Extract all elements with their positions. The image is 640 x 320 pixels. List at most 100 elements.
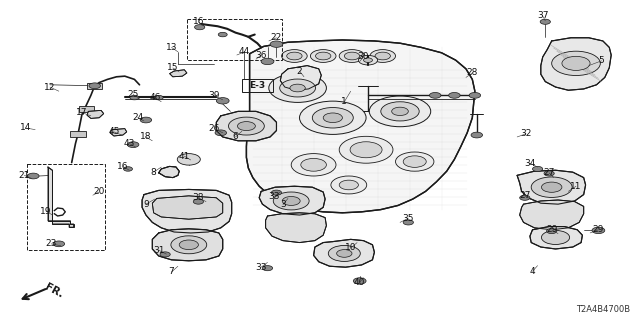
Text: 4: 4 (530, 267, 535, 276)
Polygon shape (520, 200, 584, 230)
Circle shape (195, 25, 205, 30)
Circle shape (160, 252, 170, 257)
Circle shape (532, 166, 543, 172)
Circle shape (471, 132, 483, 138)
Polygon shape (266, 213, 326, 243)
Circle shape (339, 50, 365, 62)
Circle shape (282, 196, 300, 205)
Circle shape (140, 117, 152, 123)
Text: 30: 30 (358, 52, 369, 61)
Circle shape (541, 182, 562, 192)
Text: 12: 12 (44, 83, 56, 92)
Text: FR.: FR. (44, 282, 65, 300)
Circle shape (177, 154, 200, 165)
Circle shape (403, 156, 426, 167)
Text: 31: 31 (153, 246, 164, 255)
Text: 13: 13 (166, 43, 177, 52)
Polygon shape (216, 111, 276, 141)
Polygon shape (259, 186, 325, 215)
Polygon shape (87, 110, 104, 118)
Polygon shape (48, 167, 74, 227)
Text: 32: 32 (520, 129, 532, 138)
Text: 43: 43 (124, 139, 135, 148)
Circle shape (216, 98, 229, 104)
Circle shape (449, 92, 460, 98)
Circle shape (312, 108, 353, 128)
Circle shape (215, 130, 227, 136)
Circle shape (392, 107, 408, 116)
Text: 21: 21 (19, 171, 30, 180)
Text: 40: 40 (354, 278, 365, 287)
Circle shape (179, 240, 198, 250)
Polygon shape (314, 239, 374, 267)
Circle shape (273, 192, 309, 210)
Text: 29: 29 (593, 225, 604, 234)
Text: 24: 24 (132, 113, 143, 122)
Circle shape (130, 95, 139, 100)
Text: 17: 17 (76, 108, 88, 117)
Text: 27: 27 (519, 191, 531, 200)
Text: 2: 2 (297, 67, 302, 76)
Circle shape (271, 190, 282, 195)
Text: 37: 37 (537, 12, 548, 20)
Circle shape (124, 167, 132, 171)
Circle shape (331, 176, 367, 194)
Circle shape (218, 32, 227, 37)
Bar (70, 131, 86, 137)
Bar (187, 19, 282, 60)
Circle shape (344, 52, 360, 60)
Bar (79, 106, 94, 112)
Circle shape (541, 230, 570, 244)
Polygon shape (152, 196, 223, 219)
Text: 9: 9 (143, 200, 148, 209)
Circle shape (28, 173, 39, 179)
Polygon shape (159, 166, 179, 178)
Circle shape (89, 83, 100, 89)
Text: 41: 41 (179, 152, 190, 161)
Polygon shape (142, 189, 232, 233)
Circle shape (540, 19, 550, 24)
Text: 34: 34 (524, 159, 536, 168)
Circle shape (53, 241, 65, 247)
Text: 44: 44 (239, 47, 250, 56)
Text: E-3: E-3 (249, 81, 266, 90)
Circle shape (403, 220, 413, 225)
Polygon shape (246, 40, 475, 213)
Circle shape (369, 96, 431, 127)
Circle shape (237, 122, 255, 131)
Circle shape (127, 142, 139, 148)
Circle shape (350, 142, 382, 158)
Text: 33: 33 (268, 192, 280, 201)
Circle shape (375, 52, 390, 60)
Circle shape (280, 79, 316, 97)
Circle shape (300, 101, 366, 134)
Circle shape (261, 58, 274, 65)
Circle shape (547, 228, 557, 234)
Text: 11: 11 (570, 182, 582, 191)
Circle shape (339, 180, 358, 190)
Text: 19: 19 (40, 207, 52, 216)
Circle shape (381, 102, 419, 121)
Circle shape (171, 236, 207, 254)
Text: 6: 6 (233, 132, 238, 141)
Bar (27, 164, 105, 250)
Circle shape (154, 95, 163, 100)
Text: 16: 16 (117, 162, 129, 171)
Circle shape (531, 177, 572, 197)
Text: 27: 27 (543, 168, 555, 177)
Circle shape (592, 227, 605, 234)
Text: 23: 23 (45, 239, 57, 248)
Polygon shape (110, 129, 127, 136)
Polygon shape (152, 229, 223, 261)
Text: 25: 25 (127, 90, 139, 99)
Circle shape (270, 41, 283, 47)
Bar (242, 79, 273, 92)
Polygon shape (530, 227, 582, 249)
Text: 14: 14 (20, 124, 31, 132)
Circle shape (328, 245, 360, 261)
Text: 8: 8 (151, 168, 156, 177)
Circle shape (364, 58, 372, 62)
Circle shape (287, 52, 302, 60)
Text: 15: 15 (167, 63, 179, 72)
Text: T2A4B4700B: T2A4B4700B (576, 305, 630, 314)
